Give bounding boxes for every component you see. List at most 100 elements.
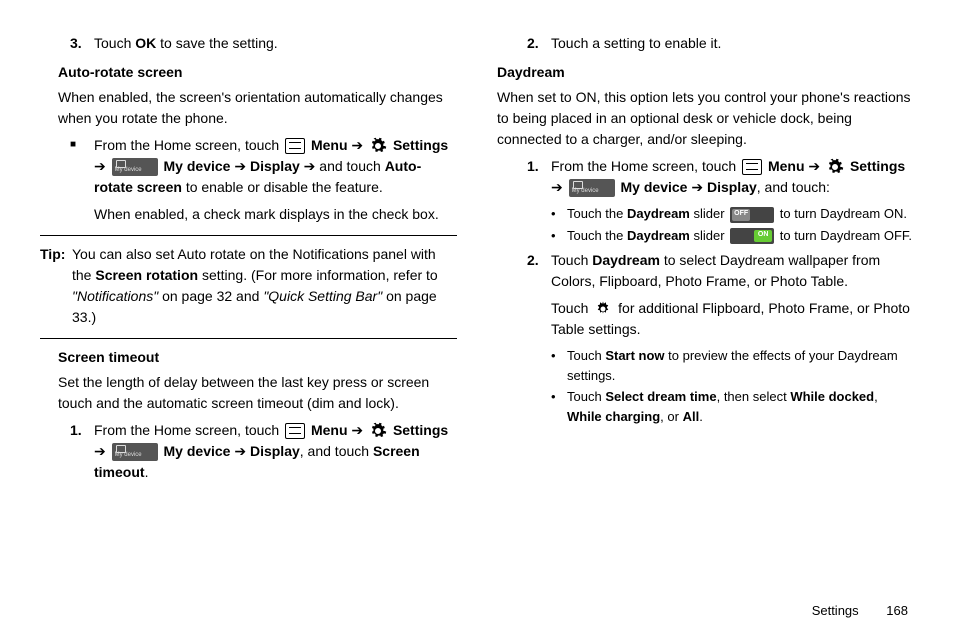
text: Touch [551,252,592,268]
settings-gear-icon [594,300,612,318]
menu-label: Menu [311,137,348,153]
menu-icon [742,159,762,175]
page-footer: Settings 168 [812,603,908,618]
square-marker: ■ [70,135,94,198]
screen-timeout-heading: Screen timeout [58,347,457,368]
menu-label: Menu [768,158,805,174]
tip-label: Tip: [40,244,72,328]
text: setting. (For more information, refer to [198,267,438,283]
text: to enable or disable the feature. [182,179,383,195]
gear-line: Touch for additional Flipboard, Photo Fr… [551,298,914,340]
left-column: 3. Touch OK to save the setting. Auto-ro… [40,30,457,486]
bullet-body: Touch Start now to preview the effects o… [567,346,914,385]
step-2-top: 2. Touch a setting to enable it. [527,33,914,54]
text: , then select [717,389,791,404]
mydevice-label: My device [621,179,688,195]
text: Touch [567,389,605,404]
right-column: 2. Touch a setting to enable it. Daydrea… [497,30,914,486]
st-step-1: 1. From the Home screen, touch Menu ➔ Se… [70,420,457,483]
divider [40,338,457,339]
arrow: ➔ [94,443,110,459]
ok-label: OK [135,35,156,51]
arrow: ➔ [348,422,368,438]
screen-rotation-label: Screen rotation [95,267,198,283]
settings-label: Settings [393,422,448,438]
arrow: ➔ [300,158,320,174]
text: to save the setting. [156,35,277,51]
arrow: ➔ [551,179,567,195]
step-number: 3. [70,33,94,54]
bullet-item: • Touch the Daydream slider ON to turn D… [551,226,914,246]
footer-section: Settings [812,603,859,618]
text: slider [690,206,728,221]
text: , and touch: [757,179,830,195]
text: Touch [94,35,135,51]
auto-rotate-note: When enabled, a check mark displays in t… [94,204,457,225]
step-number: 1. [527,156,551,247]
while-charging-label: While charging [567,409,660,424]
arrow: ➔ [805,158,825,174]
bullet-square: ■ From the Home screen, touch Menu ➔ Set… [70,135,457,198]
text: . [699,409,703,424]
step-number: 2. [527,33,551,54]
menu-label: Menu [311,422,348,438]
daydream-label: Daydream [592,252,660,268]
menu-icon [285,423,305,439]
text: , [874,389,878,404]
dd-step-2: 2. Touch Daydream to select Daydream wal… [527,250,914,428]
bullet-item: • Touch the Daydream slider OFF to turn … [551,204,914,224]
step-body: From the Home screen, touch Menu ➔ Setti… [551,156,914,247]
step-body: From the Home screen, touch Menu ➔ Setti… [94,420,457,483]
arrow: ➔ [348,137,368,153]
settings-label: Settings [850,158,905,174]
text: . [145,464,149,480]
daydream-label: Daydream [627,206,690,221]
text: slider [690,228,728,243]
auto-rotate-heading: Auto-rotate screen [58,62,457,83]
my-device-icon [112,158,158,176]
bullet-marker: • [551,204,567,224]
settings-icon [369,422,387,440]
bullet-item: • Touch Select dream time, then select W… [551,387,914,426]
slider-on-icon: ON [730,228,774,244]
step-body: Touch Daydream to select Daydream wallpa… [551,250,914,428]
bullet-body: Touch Select dream time, then select Whi… [567,387,914,426]
bullet-body: Touch the Daydream slider OFF to turn Da… [567,204,914,224]
text: From the Home screen, touch [551,158,740,174]
settings-icon [369,137,387,155]
text: From the Home screen, touch [94,137,283,153]
on-label: ON [754,230,772,242]
mydevice-label: My device [164,443,231,459]
auto-rotate-desc: When enabled, the screen's orientation a… [58,87,457,129]
text: Touch [551,300,592,316]
display-label: Display [707,179,757,195]
arrow: ➔ [230,158,250,174]
daydream-heading: Daydream [497,62,914,83]
text: Touch the [567,206,627,221]
arrow: ➔ [230,443,250,459]
start-now-label: Start now [605,348,664,363]
my-device-icon [112,443,158,461]
arrow: ➔ [94,158,110,174]
step-body: Touch OK to save the setting. [94,33,457,54]
menu-icon [285,138,305,154]
footer-page-number: 168 [886,603,908,618]
text: to turn Daydream OFF. [780,228,912,243]
settings-icon [826,158,844,176]
arrow: ➔ [687,179,707,195]
tip-block: Tip: You can also set Auto rotate on the… [40,244,457,328]
select-dream-time-label: Select dream time [605,389,716,404]
bullet-marker: • [551,387,567,426]
off-label: OFF [732,209,750,221]
bullet-body: From the Home screen, touch Menu ➔ Setti… [94,135,457,198]
dd-step-1: 1. From the Home screen, touch Menu ➔ Se… [527,156,914,247]
text: From the Home screen, touch [94,422,283,438]
display-label: Display [250,158,300,174]
screen-timeout-desc: Set the length of delay between the last… [58,372,457,414]
ref-quick-setting-bar: "Quick Setting Bar" [263,288,382,304]
text: , and touch [300,443,373,459]
divider [40,235,457,236]
text: , or [660,409,682,424]
my-device-icon [569,179,615,197]
step-number: 2. [527,250,551,428]
